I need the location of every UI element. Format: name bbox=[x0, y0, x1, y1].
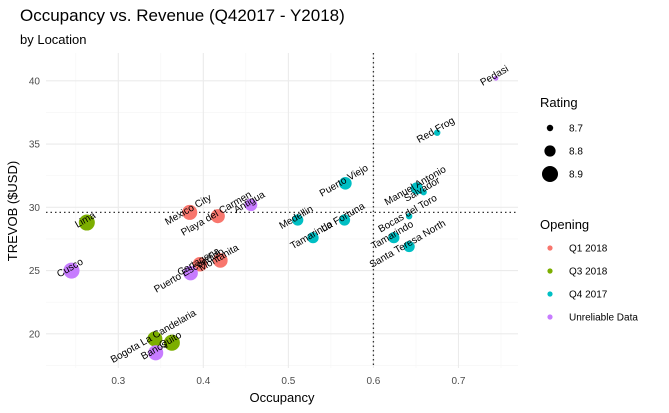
data-points bbox=[63, 76, 498, 361]
point-label: Pedasi bbox=[479, 64, 511, 89]
point-label: Medellin bbox=[278, 204, 316, 232]
y-tick-label: 35 bbox=[29, 140, 41, 151]
reference-lines bbox=[46, 53, 518, 368]
chart-subtitle: by Location bbox=[20, 32, 87, 47]
legend-opening-title: Opening bbox=[540, 217, 589, 232]
legend-rating-title: Rating bbox=[540, 95, 578, 110]
chart-title: Occupancy vs. Revenue (Q42017 - Y2018) bbox=[20, 6, 345, 25]
x-axis-title: Occupancy bbox=[249, 390, 315, 405]
legend-opening-key bbox=[547, 268, 552, 273]
legend-rating-label: 8.8 bbox=[569, 147, 583, 158]
legend-opening-label: Q1 2018 bbox=[569, 244, 608, 255]
legend-rating-label: 8.9 bbox=[569, 170, 583, 181]
legend-opening-label: Q4 2017 bbox=[569, 290, 608, 301]
legend-rating-label: 8.7 bbox=[569, 124, 583, 135]
legend-rating-key bbox=[544, 145, 555, 156]
y-tick-label: 20 bbox=[29, 329, 41, 340]
legend-opening-key bbox=[547, 314, 552, 319]
legend-rating: Rating 8.7 8.8 8.9 bbox=[540, 95, 583, 182]
legend-opening-key bbox=[547, 291, 552, 296]
grid-lines bbox=[46, 53, 518, 368]
legend-rating-key bbox=[547, 125, 553, 131]
y-axis-title: TREVOB ($USD) bbox=[5, 161, 20, 261]
y-tick-label: 40 bbox=[29, 76, 41, 87]
y-tick-label: 30 bbox=[29, 203, 41, 214]
y-tick-label: 25 bbox=[29, 266, 41, 277]
x-tick-label: 0.4 bbox=[196, 376, 210, 387]
legend-opening-label: Q3 2018 bbox=[569, 267, 608, 278]
x-tick-label: 0.6 bbox=[366, 376, 380, 387]
legend-opening-label: Unreliable Data bbox=[569, 313, 638, 324]
point-label: Red Frog bbox=[415, 115, 457, 145]
legend-rating-key bbox=[542, 166, 558, 182]
point-label: Puerto Viejo bbox=[318, 163, 371, 200]
x-tick-label: 0.3 bbox=[111, 376, 125, 387]
legend-opening-key bbox=[547, 245, 552, 250]
x-tick-label: 0.5 bbox=[281, 376, 295, 387]
x-tick-label: 0.7 bbox=[452, 376, 466, 387]
legend-opening: Opening Q1 2018 Q3 2018 Q4 2017 Unreliable … bbox=[540, 217, 638, 324]
